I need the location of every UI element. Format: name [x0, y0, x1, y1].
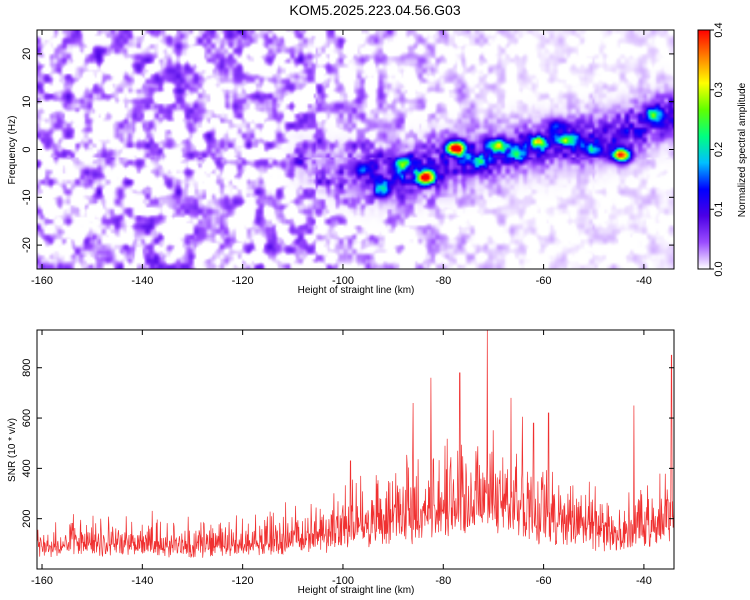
snr-x-tick-label: -80	[435, 575, 451, 587]
colorbar-tick-label: 0.2	[713, 142, 725, 157]
spectrogram-x-tick-label: -100	[332, 275, 354, 287]
snr-x-tick-label: -100	[332, 575, 354, 587]
spectrogram-heatmap	[37, 30, 674, 269]
colorbar-ticks: 0.0 0.1 0.2 0.3 0.4	[710, 22, 725, 277]
spectrogram-x-tick-label: -60	[536, 275, 552, 287]
spectrogram-x-label: Height of straight line (km)	[298, 285, 415, 296]
snr-y-tick-label: 200	[21, 510, 33, 528]
colorbar-tick-label: 0.0	[713, 261, 725, 276]
spectrogram-x-tick-label: -160	[31, 275, 53, 287]
spectrogram-x-tick-label: -120	[232, 275, 254, 287]
snr-y-label: SNR (10 * v/v)	[7, 418, 18, 482]
snr-y-tick-label: 800	[21, 359, 33, 377]
spectrogram-frame	[36, 29, 675, 270]
spectrogram-y-tick-label: -10	[21, 189, 33, 205]
colorbar-tick-label: 0.3	[713, 82, 725, 97]
snr-panel: -160 -140 -120 -100 -80 -60 -40 200 400 600 800 He…	[7, 329, 675, 596]
snr-x-tick-label: -60	[536, 575, 552, 587]
snr-y-tick-label: 600	[21, 409, 33, 427]
snr-x-tick-label: -40	[636, 575, 652, 587]
colorbar-gradient	[698, 30, 710, 269]
snr-frame	[36, 329, 675, 570]
spectrogram-y-tick-label: 20	[21, 48, 33, 60]
spectrogram-x-tick-label: -140	[131, 275, 153, 287]
snr-x-tick-label: -120	[232, 575, 254, 587]
spectrogram-y-label: Frequency (Hz)	[7, 116, 18, 185]
snr-axes: -160 -140 -120 -100 -80 -60 -40 200 400 600 800	[21, 330, 674, 587]
snr-x-tick-label: -160	[31, 575, 53, 587]
spectrogram-y-tick-label: 10	[21, 96, 33, 108]
colorbar-tick-label: 0.4	[713, 22, 725, 37]
spectrogram-y-tick-label: 0	[21, 146, 33, 152]
snr-series-line	[37, 330, 674, 558]
colorbar-label: Normalized spectral amplitude	[737, 82, 748, 217]
spectrogram-x-tick-label: -40	[636, 275, 652, 287]
spectrogram-x-tick-label: -80	[435, 275, 451, 287]
colorbar-tick-label: 0.1	[713, 202, 725, 217]
spectrogram-y-tick-label: -20	[21, 237, 33, 253]
colorbar: 0.0 0.1 0.2 0.3 0.4 Normalized spectral ampl…	[697, 22, 748, 277]
snr-y-tick-label: 400	[21, 459, 33, 477]
snr-x-label: Height of straight line (km)	[298, 585, 415, 596]
snr-x-tick-label: -140	[131, 575, 153, 587]
chart-title: KOM5.2025.223.04.56.G03	[289, 2, 460, 18]
